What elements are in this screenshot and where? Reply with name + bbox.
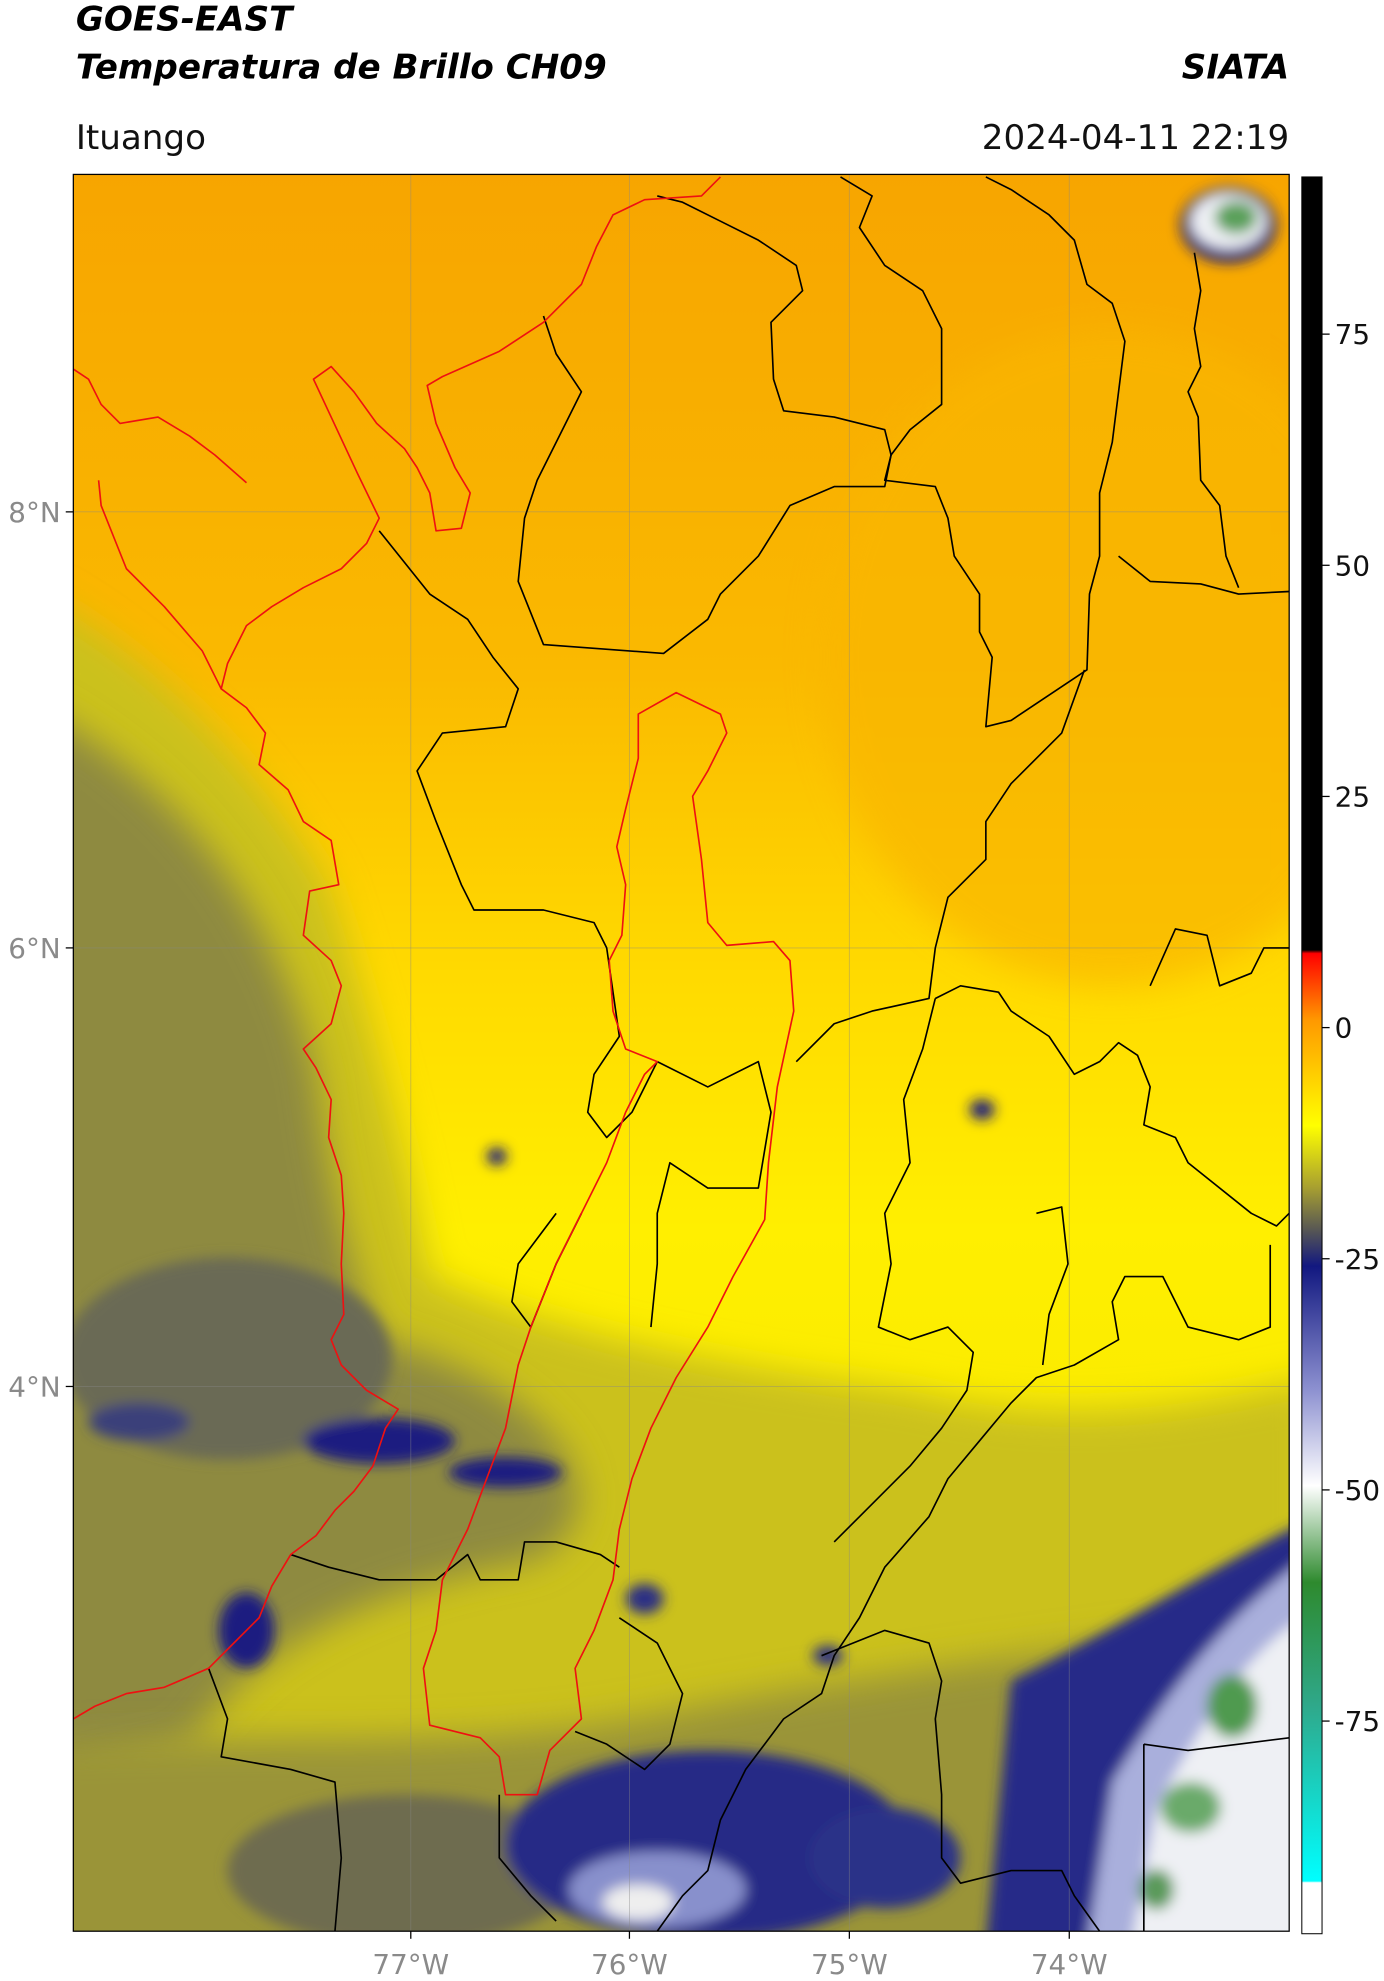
- border: [934, 928, 1290, 1227]
- field-dark-olive: [73, 728, 579, 1774]
- geo-ticks: [65, 511, 1070, 1939]
- colorbar-tick-label: 75: [1335, 318, 1370, 351]
- colorbar-tick-label: -50: [1335, 1474, 1380, 1507]
- colorbar: [1301, 176, 1323, 1935]
- cloud: [88, 1402, 190, 1441]
- border: [378, 530, 658, 1139]
- map-frame: [72, 173, 1290, 1932]
- cloud: [486, 1147, 507, 1166]
- agency: SIATA: [1182, 47, 1289, 87]
- basin-outline: [422, 691, 795, 1796]
- colorbar-tick-label: 50: [1335, 549, 1370, 582]
- title: GOES-EAST: [76, 0, 295, 39]
- coastline: [73, 176, 722, 1720]
- timestamp: 2024-04-11 22:19: [982, 118, 1289, 158]
- lat-label: 8°N: [8, 496, 60, 529]
- colorbar-tick-label: -25: [1335, 1243, 1380, 1276]
- cloud: [969, 1099, 995, 1120]
- colorbar-tick-label: 25: [1335, 781, 1370, 814]
- cloud: [1138, 1869, 1175, 1910]
- lon-label: 76°W: [591, 1948, 668, 1981]
- border: [840, 176, 1126, 728]
- lat-label: 4°N: [8, 1371, 60, 1404]
- border: [1118, 252, 1290, 595]
- border: [656, 1206, 1272, 1932]
- location: Ituango: [76, 118, 206, 158]
- lon-label: 74°W: [1031, 1948, 1108, 1981]
- cloud: [1207, 1674, 1258, 1738]
- cloud: [1214, 200, 1258, 234]
- coastline: [73, 368, 248, 690]
- cloud: [303, 1418, 456, 1464]
- boundaries: [73, 176, 1290, 1932]
- lat-label: 6°N: [8, 932, 60, 965]
- cloud: [602, 1884, 674, 1920]
- field-warm: [821, 328, 1290, 986]
- cloud: [808, 1807, 961, 1909]
- cloud: [448, 1457, 563, 1488]
- colorbar-tick-label: 0: [1335, 1012, 1353, 1045]
- subtitle: Temperatura de Brillo CH09: [76, 47, 607, 87]
- border: [833, 998, 975, 1543]
- border: [517, 195, 892, 655]
- border: [795, 669, 1086, 1063]
- cloud: [1160, 1782, 1221, 1833]
- lon-label: 77°W: [372, 1948, 449, 1981]
- satellite-field: [73, 174, 1290, 1932]
- grid: [73, 174, 1290, 1932]
- colorbar-ticks: 75 50 25 0 -25 -50 -75: [1322, 318, 1380, 1738]
- border: [821, 1629, 1290, 1932]
- cloud: [625, 1583, 664, 1614]
- field-olive: [73, 615, 1290, 1932]
- colorbar-tick-label: -75: [1335, 1705, 1380, 1738]
- lon-label: 75°W: [811, 1948, 888, 1981]
- border: [207, 1541, 684, 1932]
- cloud: [227, 1794, 582, 1932]
